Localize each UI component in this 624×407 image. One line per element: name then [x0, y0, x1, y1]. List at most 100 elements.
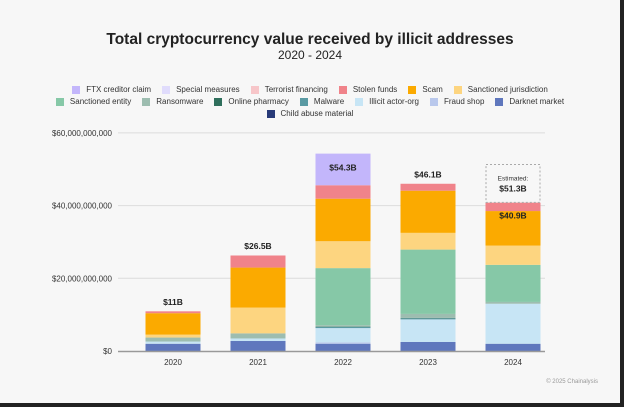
bar-segment — [145, 334, 201, 338]
legend-label: Special measures — [176, 85, 240, 94]
bar-segment — [315, 325, 371, 327]
bar-segment — [400, 319, 456, 342]
legend-item: Child abuse material — [266, 108, 354, 119]
bar-segment — [315, 328, 371, 343]
legend-item: Malware — [299, 96, 345, 107]
legend-item: Terrorist financing — [250, 84, 328, 95]
estimate-value: $51.3B — [499, 184, 526, 194]
bar-segment — [315, 153, 371, 186]
y-tick-label: $0 — [103, 347, 112, 356]
x-tick-label: 2022 — [334, 358, 352, 367]
copyright: © 2025 Chainalysis — [546, 379, 598, 385]
bar-segment — [315, 185, 371, 199]
bar-segment — [400, 313, 456, 318]
bar-segment — [485, 211, 541, 246]
legend-swatch — [55, 97, 64, 106]
total-label: $26.5B — [244, 241, 271, 251]
legend-swatch — [250, 85, 259, 94]
bar-segment — [315, 198, 371, 242]
x-tick-label: 2020 — [164, 358, 182, 367]
bar-segment — [145, 337, 201, 342]
legend-item: FTX creditor claim — [72, 84, 151, 95]
legend-swatch — [214, 97, 223, 106]
legend-swatch — [355, 97, 364, 106]
bar-segment — [400, 318, 456, 320]
bar-segment — [145, 311, 201, 314]
bar-segment — [230, 338, 286, 342]
y-tick-label: $60,000,000,000 — [52, 129, 113, 138]
legend-swatch — [266, 109, 275, 118]
bar-segment — [145, 341, 201, 344]
bar-segment — [400, 249, 456, 314]
bar-segment — [315, 241, 371, 269]
legend-swatch — [142, 97, 151, 106]
bar-segment — [230, 267, 286, 308]
bar-segment — [485, 303, 541, 344]
legend-swatch — [453, 85, 462, 94]
bar-segment — [315, 343, 371, 351]
bar-segment — [145, 313, 201, 335]
bar-segment — [145, 343, 201, 351]
legend-label: Terrorist financing — [264, 85, 328, 94]
legend-label: Scam — [422, 85, 443, 94]
bar-segment — [315, 268, 371, 326]
bar-segment — [400, 232, 456, 250]
bar-segment — [230, 333, 286, 339]
legend-item: Scam — [408, 84, 443, 95]
legend: FTX creditor claim Special measures Terror… — [50, 84, 570, 119]
x-tick-label: 2021 — [249, 358, 267, 367]
y-tick-label: $40,000,000,000 — [52, 202, 113, 211]
total-label: $40.9B — [499, 210, 526, 220]
chart-title: Total cryptocurrency value received by i… — [106, 31, 514, 48]
legend-item: Illicit actor-org — [355, 96, 419, 107]
legend-label: Darknet market — [509, 97, 565, 106]
total-label: $11B — [163, 297, 183, 307]
legend-item: Ransomware — [142, 96, 203, 107]
legend-label: Sanctioned jurisdiction — [467, 85, 548, 94]
bar-segment — [315, 342, 371, 344]
bar-segment — [485, 343, 541, 351]
legend-label: Fraud shop — [443, 97, 485, 106]
total-label: $46.1B — [414, 169, 441, 179]
legend-label: Sanctioned entity — [69, 97, 132, 106]
legend-swatch — [162, 85, 171, 94]
legend-label: Illicit actor-org — [369, 97, 419, 106]
legend-item: Online pharmacy — [214, 96, 289, 107]
y-tick-label: $20,000,000,000 — [52, 274, 113, 283]
legend-label: Child abuse material — [280, 109, 354, 118]
legend-label: FTX creditor claim — [86, 85, 152, 94]
legend-item: Sanctioned entity — [55, 96, 132, 107]
legend-swatch — [338, 85, 347, 94]
legend-swatch — [408, 85, 417, 94]
total-label: $54.3B — [329, 163, 356, 173]
bar-segment — [315, 327, 371, 329]
bar-segment — [485, 301, 541, 304]
legend-swatch — [299, 97, 308, 106]
legend-item: Darknet market — [495, 96, 564, 107]
bar-segment — [485, 245, 541, 265]
bar-segment — [400, 183, 456, 191]
bar-segment — [485, 202, 541, 212]
legend-label: Malware — [313, 97, 345, 106]
bar-segment — [400, 190, 456, 233]
legend-swatch — [495, 97, 504, 106]
legend-item: Special measures — [162, 84, 240, 95]
bar-segment — [485, 264, 541, 302]
legend-item: Stolen funds — [338, 84, 398, 95]
bar-segment — [230, 307, 286, 334]
x-tick-label: 2023 — [419, 358, 437, 367]
bar-segment — [230, 341, 286, 351]
x-tick-label: 2024 — [504, 358, 522, 367]
legend-label: Online pharmacy — [228, 97, 289, 106]
bar-segment — [230, 255, 286, 268]
bar-segment — [400, 341, 456, 351]
legend-label: Stolen funds — [352, 85, 398, 94]
legend-item: Fraud shop — [429, 96, 485, 107]
chart-subtitle: 2020 - 2024 — [277, 48, 343, 62]
legend-swatch — [72, 85, 81, 94]
legend-label: Ransomware — [156, 97, 204, 106]
estimate-label: Estimated: — [498, 176, 529, 183]
legend-swatch — [429, 97, 438, 106]
